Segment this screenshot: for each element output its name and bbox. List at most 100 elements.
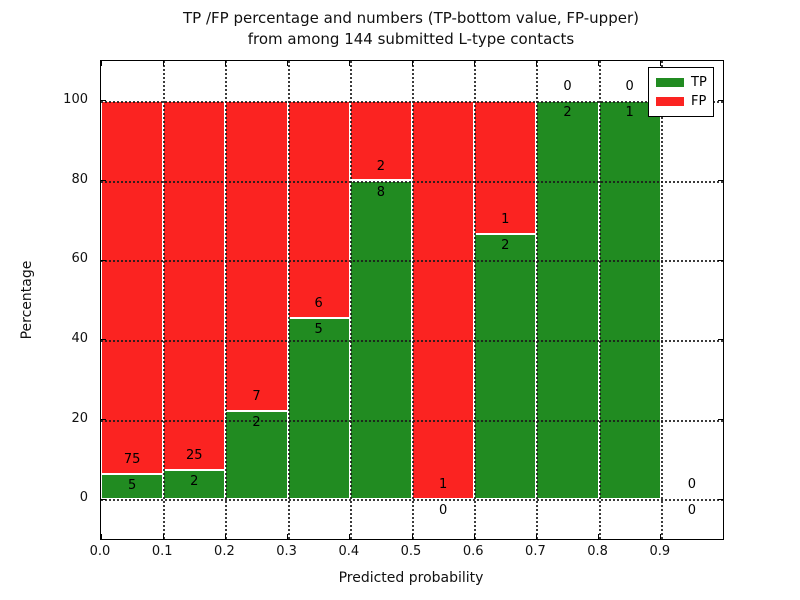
y-tick-mark — [101, 259, 106, 261]
x-tick-label: 0.5 — [400, 544, 422, 559]
tp-bar-segment — [598, 100, 661, 500]
x-tick-mark — [598, 534, 600, 539]
x-tick-mark — [660, 534, 662, 539]
tp-bar-segment — [474, 233, 537, 500]
tp-count-label: 8 — [376, 184, 386, 200]
y-axis-label: Percentage — [19, 260, 35, 340]
y-tick-mark — [718, 100, 723, 102]
x-tick-mark — [162, 534, 164, 539]
y-tick-mark — [101, 100, 106, 102]
y-tick-mark — [718, 259, 723, 261]
tp-bar-segment — [287, 318, 350, 500]
tp-count-label: 2 — [190, 473, 199, 489]
fp-count-label: 2 — [376, 158, 386, 174]
v-gridline — [349, 61, 352, 539]
chart-title: TP /FP percentage and numbers (TP-bottom… — [0, 8, 800, 50]
x-tick-label: 0.9 — [649, 544, 671, 559]
x-tick-mark — [535, 61, 537, 66]
tp-count-label: 2 — [563, 104, 572, 120]
fp-count-label: 1 — [438, 477, 448, 493]
y-tick-label: 100 — [63, 91, 88, 107]
x-tick-mark — [224, 61, 226, 66]
fp-bar-segment — [101, 100, 164, 475]
tp-count-label: 0 — [687, 503, 697, 519]
x-tick-mark — [287, 534, 289, 539]
tp-bar-segment — [536, 100, 599, 500]
y-tick-label: 0 — [79, 490, 88, 506]
x-tick-label: 0.6 — [462, 544, 484, 559]
tp-bar-segment — [101, 474, 164, 500]
x-tick-mark — [100, 534, 102, 539]
y-tick-mark — [718, 180, 723, 181]
fp-count-label: 0 — [625, 78, 634, 94]
y-tick-mark — [101, 339, 106, 341]
x-tick-mark — [473, 534, 475, 539]
x-tick-label: 0.8 — [587, 544, 608, 559]
x-tick-mark — [411, 534, 413, 539]
x-tick-mark — [349, 61, 351, 66]
fp-count-label: 25 — [186, 447, 203, 463]
tp-count-label: 5 — [314, 322, 323, 338]
y-tick-mark — [718, 498, 723, 500]
y-tick-label: 80 — [71, 171, 88, 187]
fp-count-label: 75 — [123, 452, 141, 468]
fp-count-label: 6 — [314, 296, 323, 312]
v-gridline — [660, 61, 663, 539]
v-gridline — [225, 61, 228, 539]
x-tick-mark — [535, 534, 537, 539]
v-gridline — [163, 61, 166, 539]
y-tick-mark — [718, 339, 723, 341]
x-tick-mark — [224, 534, 226, 539]
y-tick-label: 40 — [71, 330, 88, 346]
tp-count-label: 0 — [438, 503, 448, 519]
v-gridline — [474, 61, 477, 539]
x-tick-label: 0.7 — [525, 544, 546, 559]
plot-area: 75 5 25 2 7 2 6 5 2 8 1 0 1 2 0 2 0 1 0 0 — [100, 60, 724, 540]
v-gridline — [412, 61, 414, 539]
v-gridline — [536, 61, 539, 539]
x-tick-mark — [349, 534, 351, 539]
x-tick-mark — [100, 61, 102, 66]
y-tick-mark — [101, 419, 106, 420]
legend-label-tp: TP — [691, 75, 707, 90]
v-gridline — [598, 61, 601, 539]
legend-label-fp: FP — [691, 94, 707, 109]
x-tick-mark — [598, 61, 600, 66]
y-tick-label: 20 — [71, 410, 88, 426]
tp-count-label: 5 — [127, 478, 137, 494]
x-tick-mark — [411, 61, 413, 66]
y-tick-mark — [101, 180, 106, 181]
fp-bar-segment — [163, 100, 226, 470]
x-tick-mark — [473, 61, 475, 66]
chart-title-line2: from among 144 submitted L-type contacts — [247, 30, 575, 48]
tp-count-label: 2 — [501, 237, 510, 253]
chart-title-line1: TP /FP percentage and numbers (TP-bottom… — [183, 9, 639, 27]
x-tick-mark — [660, 61, 662, 66]
x-tick-label: 0.2 — [214, 544, 235, 559]
fp-count-label: 7 — [252, 388, 261, 404]
legend: TP FP — [648, 67, 714, 117]
legend-entry-fp: FP — [649, 95, 713, 108]
fp-color-swatch — [656, 97, 684, 106]
y-tick-label: 60 — [71, 251, 88, 267]
x-tick-label: 0.4 — [338, 544, 360, 559]
x-tick-label: 0.1 — [151, 544, 173, 559]
fp-count-label: 0 — [563, 78, 572, 94]
fp-count-label: 0 — [687, 477, 697, 493]
fp-bar-segment — [287, 100, 350, 319]
y-tick-mark — [718, 419, 723, 420]
x-tick-mark — [162, 61, 164, 66]
tp-color-swatch — [656, 78, 684, 87]
fp-bar-segment — [349, 100, 412, 181]
fp-count-label: 1 — [501, 211, 510, 227]
v-gridline — [287, 61, 290, 539]
x-axis-label: Predicted probability — [338, 570, 484, 586]
x-tick-label: 0.0 — [89, 544, 111, 559]
tp-count-label: 2 — [252, 414, 261, 430]
x-tick-label: 0.3 — [276, 544, 297, 559]
fp-bar-segment — [412, 100, 475, 500]
x-tick-mark — [287, 61, 289, 66]
y-tick-mark — [101, 498, 106, 500]
tp-count-label: 1 — [625, 104, 634, 120]
